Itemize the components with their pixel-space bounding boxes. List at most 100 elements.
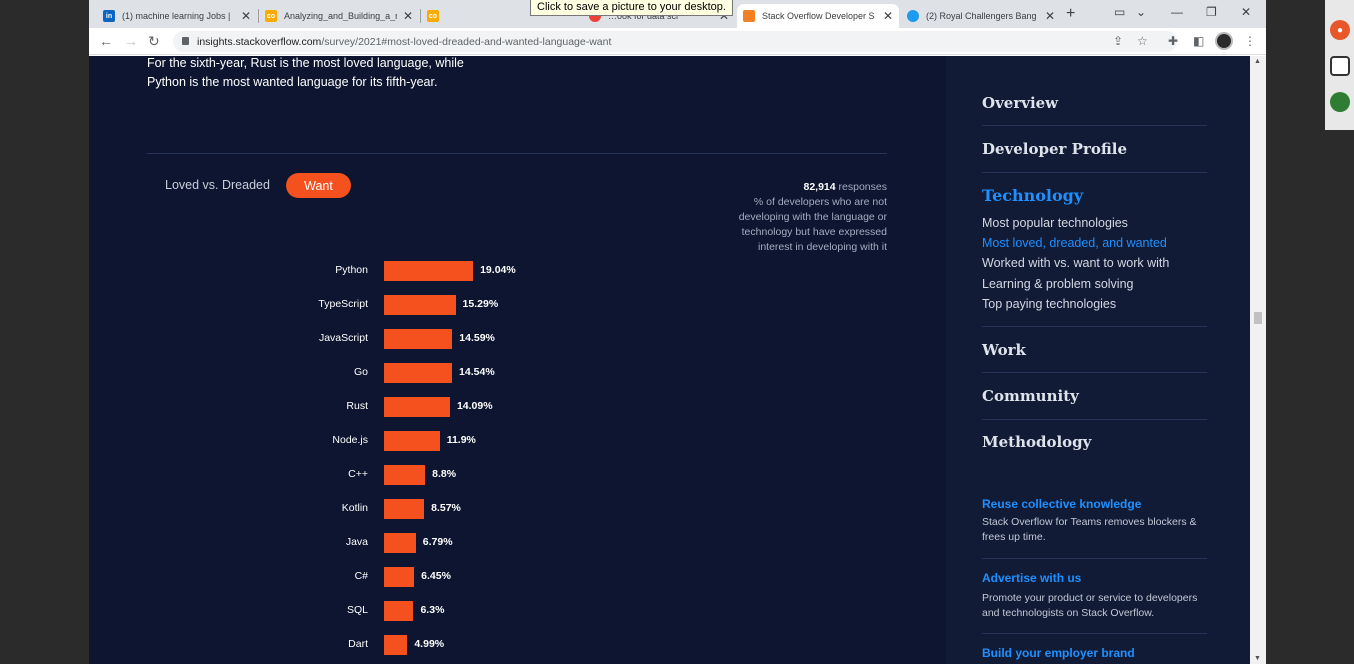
bar-label-c: C# <box>354 570 368 582</box>
nav-overview[interactable]: Overview <box>982 94 1059 112</box>
stackoverflow-icon <box>743 10 755 22</box>
bar-label-python: Python <box>335 264 368 276</box>
nav-most-loved[interactable]: Most loved, dreaded, and wanted <box>982 236 1167 250</box>
tab-colab-second[interactable]: co <box>421 4 581 28</box>
nav-work[interactable]: Work <box>982 341 1026 359</box>
scroll-down-arrow[interactable]: ▼ <box>1254 655 1261 662</box>
bookmark-star-icon[interactable]: ☆ <box>1137 34 1148 48</box>
restore-button[interactable]: ❐ <box>1206 5 1217 19</box>
tab-stackoverflow-survey[interactable]: Stack Overflow Developer S ✕ <box>737 4 899 28</box>
nav-top-paying[interactable]: Top paying technologies <box>982 297 1117 311</box>
page-scrollbar[interactable]: ▲ ▼ <box>1250 56 1266 664</box>
divider <box>982 125 1207 126</box>
desktop-side-tools: ● <box>1325 0 1354 130</box>
promo-advertise-title[interactable]: Advertise with us <box>982 571 1082 585</box>
media-icon[interactable]: ▭ <box>1114 5 1126 19</box>
nav-technology[interactable]: Technology <box>982 186 1084 205</box>
bar-java <box>384 533 416 553</box>
profile-avatar[interactable] <box>1215 32 1233 50</box>
bar-c <box>384 465 426 485</box>
share-icon[interactable]: ⇪ <box>1113 34 1124 48</box>
promo-employer-title[interactable]: Build your employer brand <box>982 646 1135 660</box>
bar-label-c: C++ <box>348 468 368 480</box>
side-panel-icon[interactable]: ◧ <box>1193 34 1205 48</box>
nav-worked-with[interactable]: Worked with vs. want to work with <box>982 256 1170 270</box>
tab-colab-analyzing[interactable]: co Analyzing_and_Building_a_r ✕ <box>259 4 419 28</box>
mic-icon[interactable]: ● <box>1330 20 1350 40</box>
hand-icon[interactable] <box>1330 92 1350 112</box>
bar-javascript <box>384 329 453 349</box>
browser-window: in (1) machine learning Jobs | ✕ co Anal… <box>89 0 1266 664</box>
tab-loved-vs-dreaded[interactable]: Loved vs. Dreaded <box>165 178 270 192</box>
bar-value-dart: 4.99% <box>414 638 445 650</box>
bar-value-sql: 6.3% <box>420 604 445 616</box>
menu-icon[interactable]: ⋮ <box>1244 34 1256 48</box>
bar-label-javascript: JavaScript <box>318 332 368 344</box>
divider <box>982 372 1207 373</box>
bar-c <box>384 567 415 587</box>
scrollbar-thumb[interactable] <box>1254 312 1262 324</box>
bar-chart: Python 19.04% TypeScript 15.29% JavaScript 14… <box>89 56 889 664</box>
tab-title: Stack Overflow Developer S <box>762 11 875 21</box>
divider <box>982 558 1207 559</box>
tooltip: Click to save a picture to your desktop. <box>530 0 733 16</box>
nav-most-popular[interactable]: Most popular technologies <box>982 216 1128 230</box>
bar-python <box>384 261 474 281</box>
close-window-button[interactable]: ✕ <box>1241 5 1252 19</box>
bar-label-go: Go <box>353 366 368 378</box>
bar-node-js <box>384 431 440 451</box>
survey-page: For the sixth-year, Rust is the most lov… <box>89 56 1250 664</box>
intro-line: Python is the most wanted language for i… <box>147 75 438 89</box>
nav-learning[interactable]: Learning & problem solving <box>982 277 1134 291</box>
browser-toolbar: ← → ↻ insights.stackoverflow.com/survey/… <box>89 28 1266 55</box>
divider <box>982 633 1207 634</box>
bar-kotlin <box>384 499 425 519</box>
tab-search-icon[interactable]: ⌄ <box>1136 5 1147 19</box>
bar-value-java: 6.79% <box>422 536 453 548</box>
extensions-icon[interactable]: ✚ <box>1168 34 1179 48</box>
scroll-up-arrow[interactable]: ▲ <box>1254 58 1261 65</box>
close-icon[interactable]: ✕ <box>718 9 729 23</box>
linkedin-icon: in <box>103 10 115 22</box>
chart-note: 82,914 responses % of developers who are… <box>717 180 887 255</box>
address-bar[interactable]: insights.stackoverflow.com/survey/2021#m… <box>173 31 1177 52</box>
bar-value-node-js: 11.9% <box>446 434 476 446</box>
promo-teams-title[interactable]: Reuse collective knowledge <box>982 497 1142 511</box>
divider <box>982 419 1207 420</box>
close-icon[interactable]: ✕ <box>1044 9 1055 23</box>
tab-want[interactable]: Want <box>286 173 351 198</box>
sidebar-nav: Overview Developer Profile Technology Mo… <box>946 56 1250 664</box>
tab-separator <box>258 9 259 23</box>
new-tab-button[interactable]: + <box>1066 5 1076 22</box>
bar-value-go: 14.54% <box>459 366 495 378</box>
minimize-button[interactable]: — <box>1171 5 1183 19</box>
nav-developer-profile[interactable]: Developer Profile <box>982 140 1128 158</box>
bar-label-kotlin: Kotlin <box>341 502 368 514</box>
nav-methodology[interactable]: Methodology <box>982 433 1092 451</box>
colab-icon: co <box>427 10 439 22</box>
tab-title: (1) machine learning Jobs | <box>122 11 231 21</box>
tab-title: Analyzing_and_Building_a_r <box>284 11 397 21</box>
back-button[interactable]: ← <box>99 33 113 49</box>
twitter-icon <box>907 10 919 22</box>
tab-twitter-rcb[interactable]: (2) Royal Challengers Bang ✕ <box>901 4 1061 28</box>
bar-typescript <box>384 295 456 315</box>
response-suffix: responses <box>835 181 887 193</box>
reload-button[interactable]: ↻ <box>148 33 160 49</box>
bar-label-node-js: Node.js <box>332 434 368 446</box>
bar-label-dart: Dart <box>348 638 368 650</box>
close-icon[interactable]: ✕ <box>402 9 413 23</box>
window-icon[interactable] <box>1330 56 1350 76</box>
close-icon[interactable]: ✕ <box>240 9 251 23</box>
colab-icon: co <box>265 10 277 22</box>
tab-linkedin-jobs[interactable]: in (1) machine learning Jobs | ✕ <box>97 4 257 28</box>
forward-button[interactable]: → <box>124 33 138 49</box>
nav-community[interactable]: Community <box>982 387 1079 405</box>
promo-teams-text: Stack Overflow for Teams removes blocker… <box>982 516 1197 543</box>
close-icon[interactable]: ✕ <box>882 9 893 23</box>
section-intro: For the sixth-year, Rust is the most lov… <box>147 56 464 92</box>
promo-advertise-text: Promote your product or service to devel… <box>982 592 1198 619</box>
divider <box>982 326 1207 327</box>
bar-label-typescript: TypeScript <box>318 298 368 310</box>
